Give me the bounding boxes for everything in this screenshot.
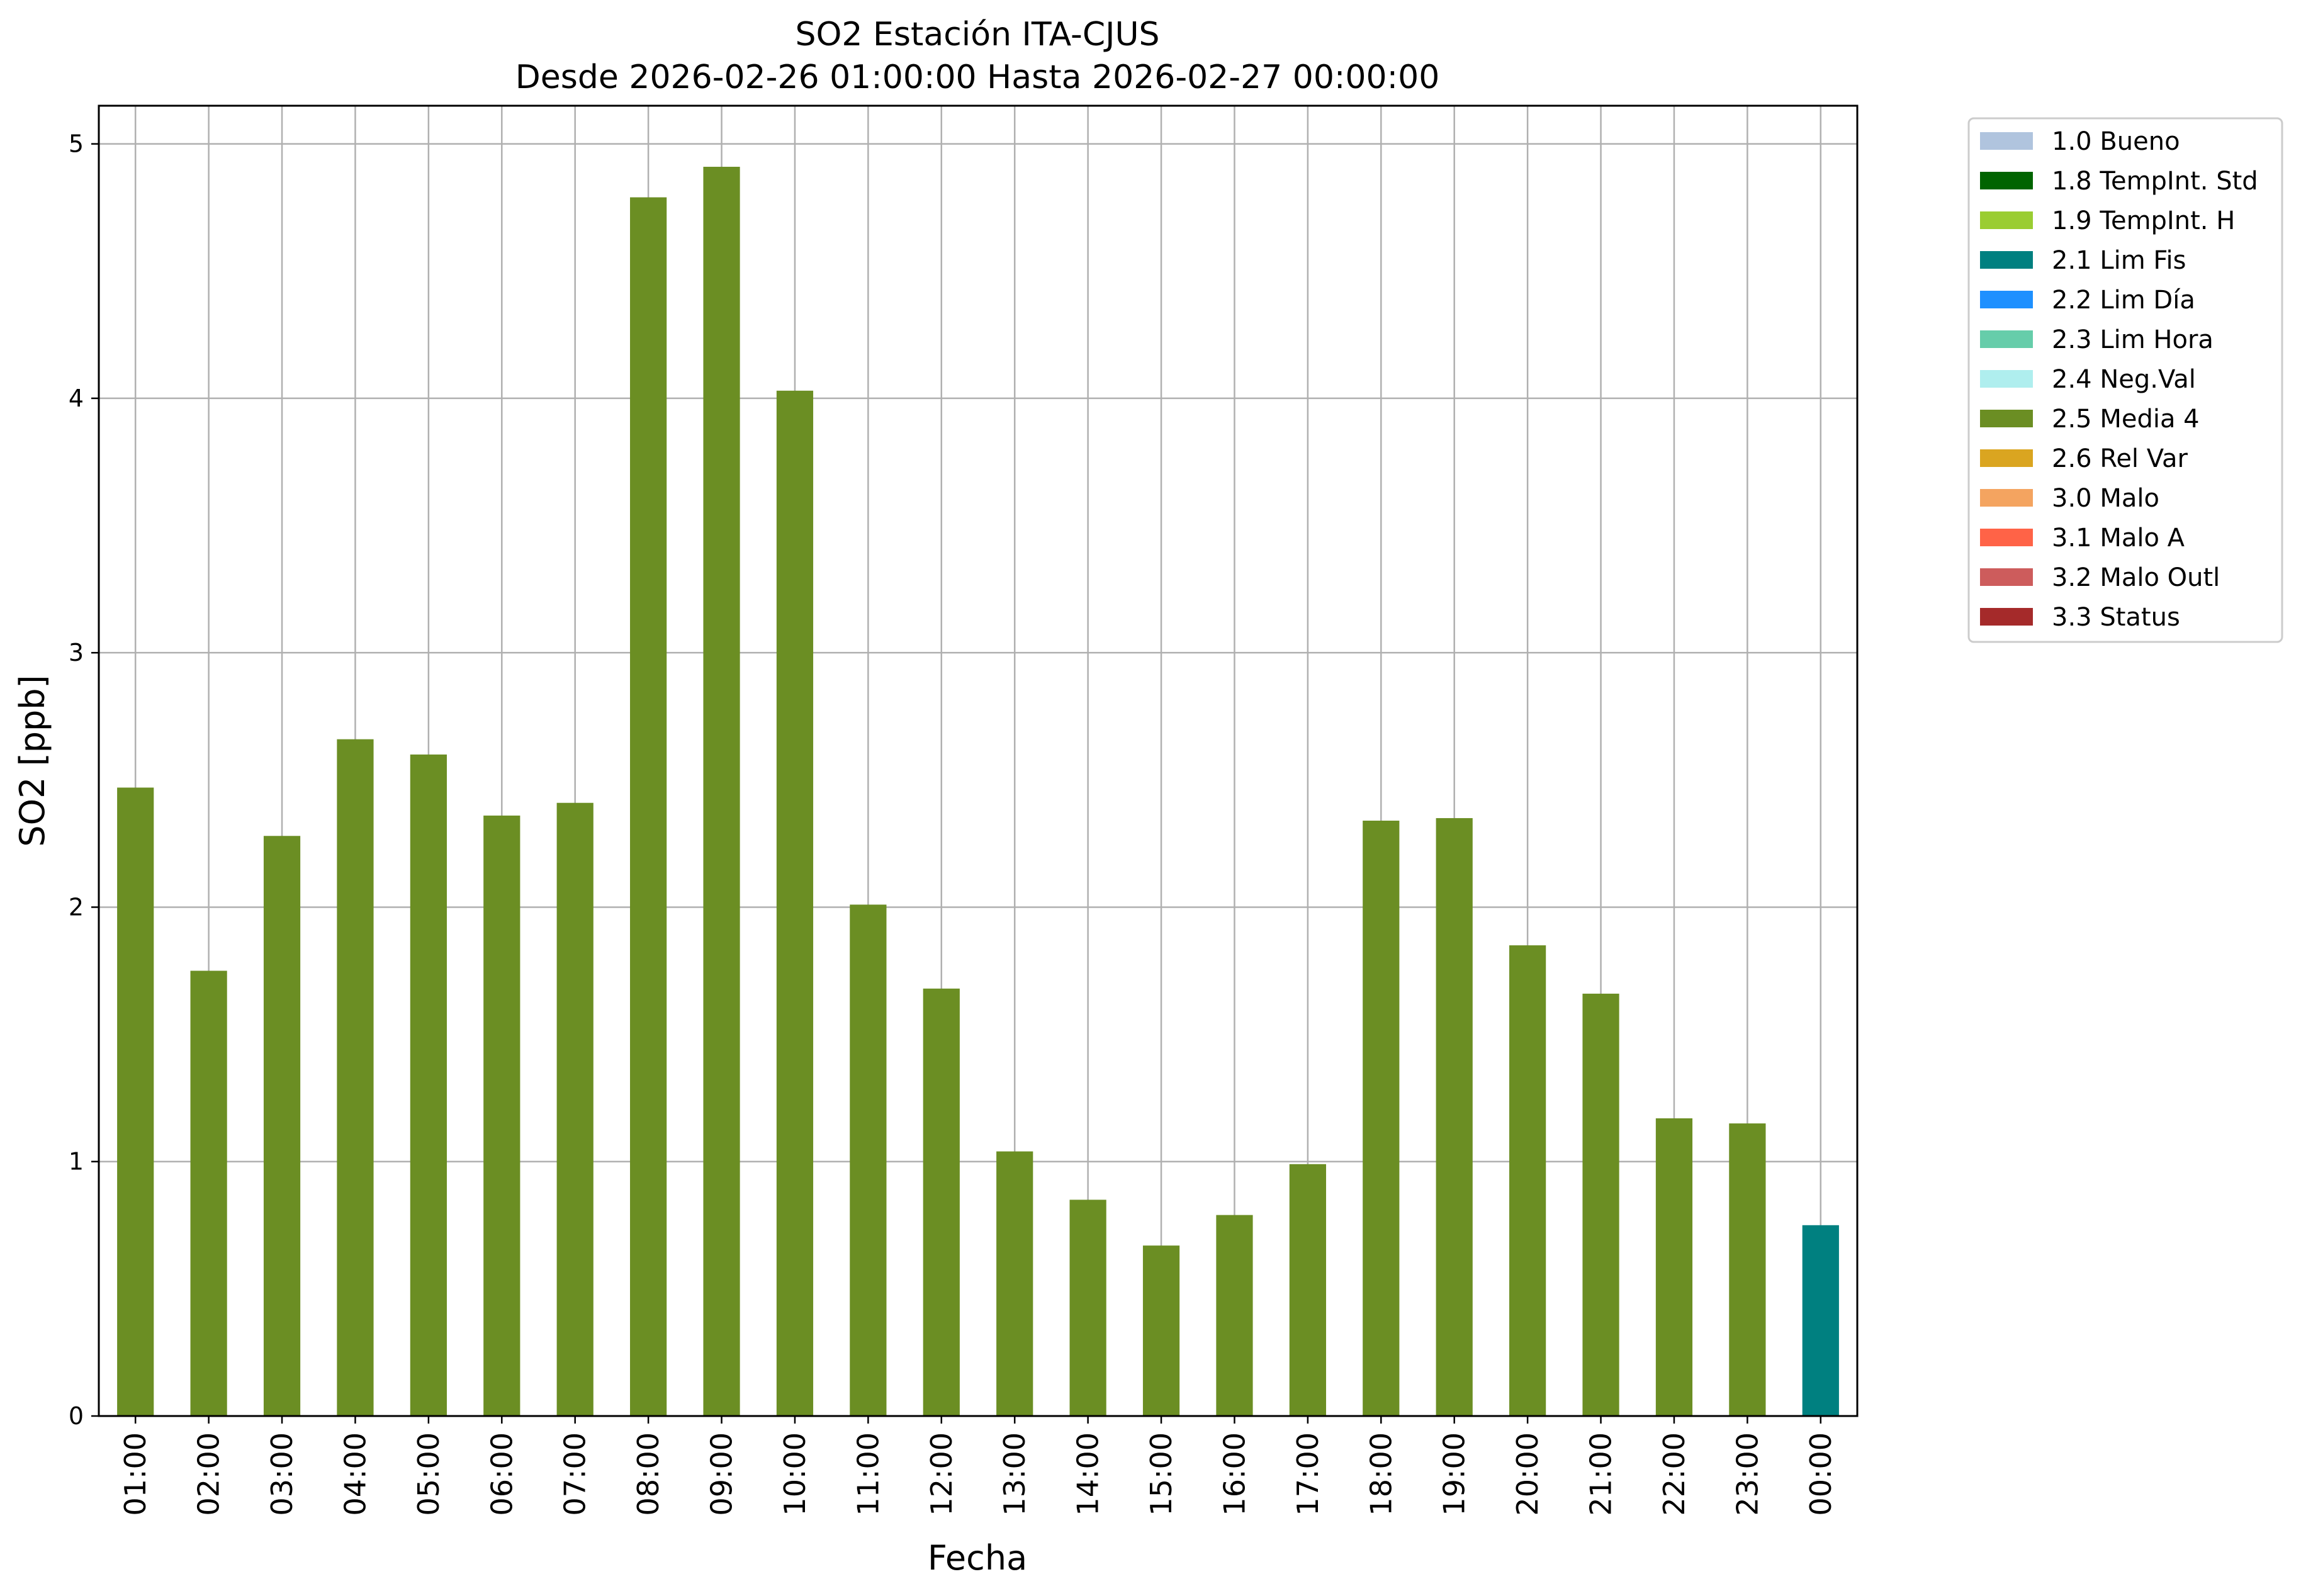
legend-swatch [1980,132,2033,150]
legend-swatch [1980,291,2033,308]
x-tick-label: 03:00 [265,1432,299,1516]
legend-swatch [1980,568,2033,586]
legend-label: 1.9 TempInt. H [2052,206,2235,235]
legend-swatch [1980,489,2033,507]
bar-1600 [1216,1215,1253,1416]
bar-0900 [703,167,740,1416]
chart-subtitle: Desde 2026-02-26 01:00:00 Hasta 2026-02-… [515,59,1440,96]
bar-0800 [630,197,667,1417]
x-tick-label: 15:00 [1144,1432,1178,1516]
bar-2300 [1729,1123,1766,1416]
legend-label: 2.1 Lim Fis [2052,246,2186,275]
y-tick-label: 3 [69,639,84,666]
bar-0700 [556,802,594,1416]
legend-swatch [1980,608,2033,626]
chart-title: SO2 Estación ITA-CJUS [795,16,1159,53]
legend-label: 1.0 Bueno [2052,127,2180,156]
bars-group [117,167,1839,1417]
bar-2200 [1655,1118,1693,1416]
x-tick-label: 16:00 [1217,1432,1251,1516]
legend-swatch [1980,172,2033,189]
legend: 1.0 Bueno 1.8 TempInt. Std 1.9 TempInt. H 2… [1967,117,2283,643]
x-tick-label: 08:00 [631,1432,665,1516]
bar-1200 [923,988,960,1416]
x-tick-label: 05:00 [412,1432,446,1516]
x-tick-label: 14:00 [1071,1432,1105,1516]
x-tick-label: 18:00 [1364,1432,1398,1516]
legend-label: 1.8 TempInt. Std [2052,167,2258,196]
legend-label: 2.6 Rel Var [2052,444,2188,473]
x-axis-label: Fecha [928,1538,1027,1578]
legend-label: 3.2 Malo Outl [2052,563,2220,592]
legend-label: 2.3 Lim Hora [2052,325,2214,354]
x-tick-label: 22:00 [1657,1432,1691,1516]
bar-1100 [850,904,887,1416]
bar-1800 [1363,821,1400,1416]
bar-1500 [1142,1245,1180,1416]
legend-label: 3.0 Malo [2052,484,2159,513]
bar-1700 [1289,1164,1326,1416]
bar-1400 [1069,1200,1106,1416]
x-axis-ticks: 01:00 02:00 03:00 04:00 05:00 06:00 07:00 08:00… [118,1416,1838,1516]
x-tick-label: 10:00 [778,1432,812,1516]
legend-label: 3.1 Malo A [2052,524,2185,553]
x-tick-label: 11:00 [851,1432,885,1516]
bar-0300 [263,836,301,1416]
x-tick-label: 06:00 [485,1432,519,1516]
y-tick-label: 2 [69,893,84,921]
x-tick-label: 09:00 [705,1432,739,1516]
bar-2000 [1509,945,1546,1416]
y-tick-label: 5 [69,130,84,158]
bar-0600 [483,815,520,1416]
y-tick-label: 1 [69,1148,84,1176]
legend-label: 2.2 Lim Día [2052,286,2195,315]
legend-swatch [1980,330,2033,348]
x-tick-label: 20:00 [1511,1432,1544,1516]
x-tick-label: 17:00 [1291,1432,1325,1516]
x-tick-label: 01:00 [118,1432,152,1516]
plot-frame [98,104,1859,1417]
bar-0400 [337,739,374,1416]
x-tick-label: 04:00 [338,1432,372,1516]
legend-swatch [1980,449,2033,467]
bar-0200 [190,970,227,1416]
legend-swatch [1980,251,2033,269]
legend-swatch [1980,211,2033,229]
x-tick-label: 02:00 [192,1432,226,1516]
legend-swatch [1980,410,2033,427]
legend-label: 2.5 Media 4 [2052,405,2200,434]
bar-1300 [996,1151,1033,1416]
x-tick-label: 21:00 [1584,1432,1618,1516]
legend-label: 3.3 Status [2052,603,2180,632]
bar-2100 [1582,993,1619,1416]
x-tick-label: 19:00 [1437,1432,1471,1516]
y-tick-label: 0 [69,1402,84,1430]
bar-0100 [117,787,154,1416]
bar-1000 [776,390,814,1417]
x-tick-label: 12:00 [925,1432,959,1516]
x-tick-label: 23:00 [1730,1432,1764,1516]
bar-0000 [1802,1225,1839,1416]
x-tick-label: 07:00 [558,1432,592,1516]
y-axis-label: SO2 [ppb] [13,675,52,846]
bar-1900 [1436,818,1473,1416]
bar-0500 [410,754,447,1416]
y-axis-ticks: 0 1 2 3 4 5 [69,130,99,1430]
x-tick-label: 13:00 [998,1432,1032,1516]
x-tick-label: 00:00 [1804,1432,1838,1516]
legend-swatch [1980,370,2033,388]
y-tick-label: 4 [69,385,84,412]
legend-frame [1967,117,2283,643]
legend-label: 2.4 Neg.Val [2052,365,2196,394]
legend-swatch [1980,529,2033,546]
